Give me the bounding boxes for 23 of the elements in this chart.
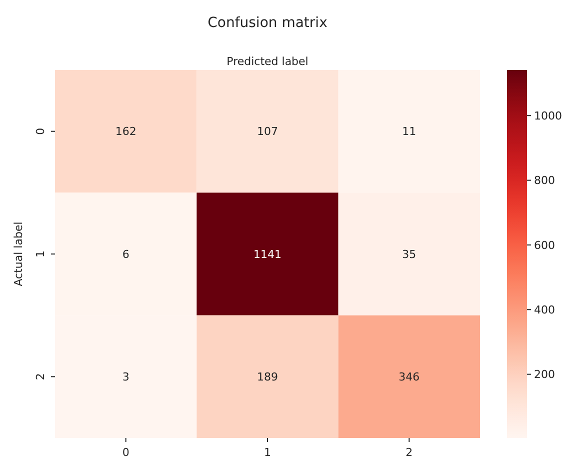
x-tick-label: 2 <box>406 446 413 458</box>
data-label: 1141 <box>254 248 282 261</box>
data-label: 6 <box>122 248 130 261</box>
color-bar-label: 400 <box>534 303 555 316</box>
x-tick-label: 0 <box>122 446 130 458</box>
data-label: 3 <box>122 370 130 384</box>
chart-title: Confusion matrix <box>208 15 328 31</box>
color-bar-label: 1000 <box>534 109 562 122</box>
y-tick-label: 0 <box>34 128 47 135</box>
data-label: 35 <box>402 248 416 261</box>
data-label: 11 <box>402 125 416 138</box>
data-label: 346 <box>398 370 420 384</box>
y-tick-label: 2 <box>34 373 47 380</box>
y-tick-label: 1 <box>34 250 47 258</box>
color-bar-label: 200 <box>534 368 555 382</box>
color-bar-label: 800 <box>534 174 555 188</box>
y-axis-title: Actual label <box>12 222 25 286</box>
x-tick-label: 1 <box>264 446 271 458</box>
data-label: 107 <box>257 125 278 138</box>
color-bar-label: 600 <box>534 238 555 252</box>
x-axis-title: Predicted label <box>226 55 308 68</box>
data-label: 189 <box>257 370 278 384</box>
data-label: 162 <box>115 125 136 138</box>
